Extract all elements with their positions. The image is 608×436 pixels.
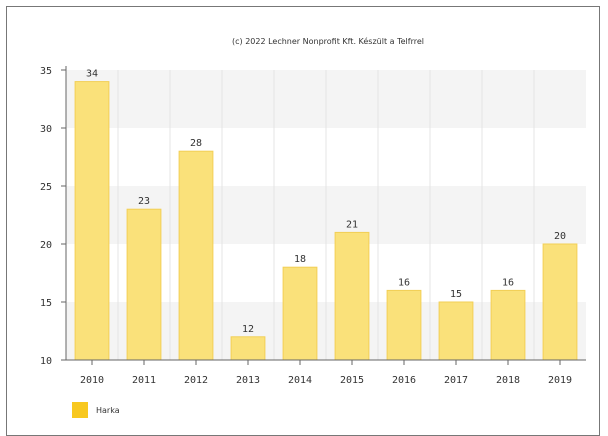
x-axis: 2010 2011 2012 2013 2014 2015 2016 2017 2018 2019	[66, 359, 586, 386]
y-tick-label: 15	[40, 298, 52, 309]
bar-2015[interactable]	[334, 231, 370, 361]
data-label-2014: 18	[294, 254, 306, 265]
bar-2013[interactable]	[230, 336, 266, 361]
data-label-2012: 28	[190, 138, 202, 149]
y-tick-label: 10	[40, 356, 52, 367]
data-label-2018: 16	[502, 277, 514, 288]
legend[interactable]: Harka	[72, 402, 120, 418]
bar-2018[interactable]	[490, 289, 526, 361]
credit-text: (c) 2022 Lechner Nonprofit Kft. Készült …	[232, 36, 424, 46]
bar-2012[interactable]	[178, 150, 214, 361]
x-tick-label: 2013	[236, 375, 260, 386]
y-tick-label: 30	[40, 124, 52, 135]
bar-2011[interactable]	[126, 208, 162, 361]
x-tick-label: 2019	[548, 375, 572, 386]
data-label-2013: 12	[242, 324, 254, 335]
y-tick-label: 25	[40, 182, 52, 193]
data-label-2017: 15	[450, 289, 462, 300]
bar-2016[interactable]	[386, 289, 422, 361]
x-tick-label: 2011	[132, 375, 156, 386]
data-label-2010: 34	[86, 69, 98, 80]
x-tick-label: 2018	[496, 375, 520, 386]
y-axis: 10 15 20 25 30 35	[40, 66, 67, 367]
x-tick-label: 2015	[340, 375, 364, 386]
data-label-2011: 23	[138, 196, 150, 207]
data-labels: 34 23 28 12 18 21 16 15 16 20	[86, 69, 566, 335]
bar-2010[interactable]	[74, 81, 110, 361]
y-tick-label: 35	[40, 66, 52, 77]
bar-2017[interactable]	[438, 301, 474, 361]
data-label-2019: 20	[554, 231, 566, 242]
bar-2019[interactable]	[542, 243, 578, 361]
bars	[74, 81, 578, 361]
x-tick-label: 2014	[288, 375, 312, 386]
legend-swatch	[72, 402, 88, 418]
data-label-2015: 21	[346, 219, 358, 230]
x-tick-label: 2017	[444, 375, 468, 386]
legend-label: Harka	[96, 406, 120, 415]
x-tick-label: 2012	[184, 375, 208, 386]
data-label-2016: 16	[398, 277, 410, 288]
vertical-gridlines	[117, 70, 535, 360]
bar-2014[interactable]	[282, 266, 318, 361]
y-tick-label: 20	[40, 240, 52, 251]
x-tick-label: 2010	[80, 375, 104, 386]
x-tick-label: 2016	[392, 375, 416, 386]
